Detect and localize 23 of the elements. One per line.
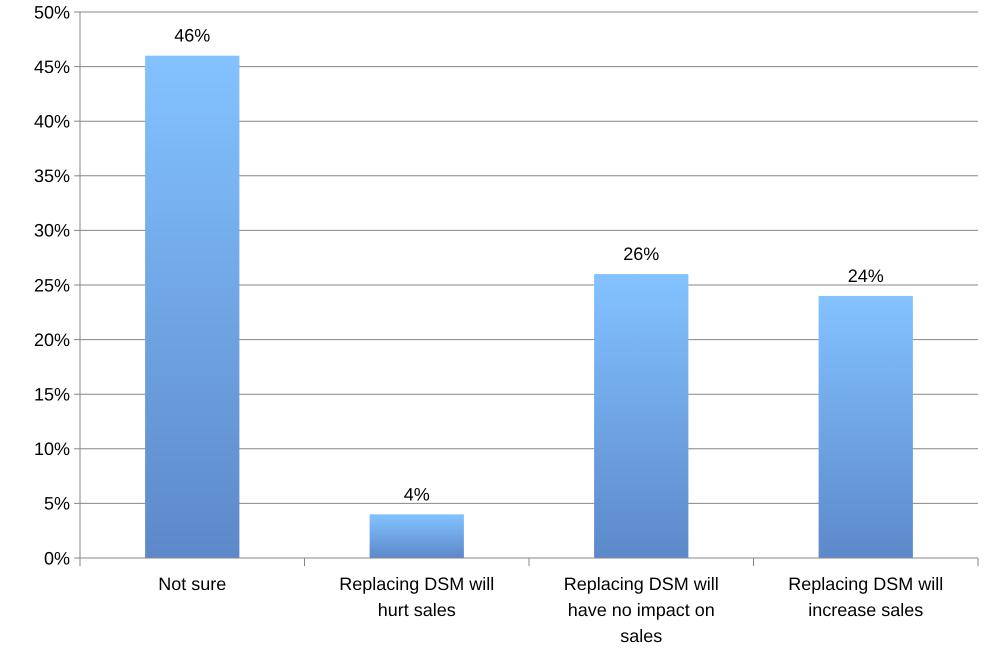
y-tick-label: 15% xyxy=(34,384,70,404)
y-tick-label: 5% xyxy=(44,494,70,514)
data-label: 24% xyxy=(848,266,884,286)
x-tick-label: Replacing DSM will have no impact on sales xyxy=(564,574,719,646)
data-label: 26% xyxy=(623,244,660,264)
x-tick-label: Not sure xyxy=(158,574,226,594)
x-tick-label: Replacing DSM will hurt sales xyxy=(339,574,494,620)
y-tick-label: 35% xyxy=(34,166,70,186)
y-tick-label: 25% xyxy=(34,275,70,296)
bar xyxy=(370,514,464,558)
data-label: 4% xyxy=(404,484,430,504)
y-tick-label: 50% xyxy=(34,2,70,22)
y-tick-label: 0% xyxy=(44,548,70,568)
x-tick-label: Replacing DSM will increase sales xyxy=(788,574,944,620)
y-tick-label: 40% xyxy=(34,112,70,132)
y-tick-label: 30% xyxy=(34,220,70,241)
data-label: 46% xyxy=(174,26,210,46)
y-tick-label: 45% xyxy=(34,56,70,77)
bar xyxy=(594,274,688,558)
y-tick-label: 20% xyxy=(34,330,70,350)
bar xyxy=(818,296,913,558)
y-tick-label: 10% xyxy=(34,439,70,460)
bar xyxy=(145,56,240,558)
